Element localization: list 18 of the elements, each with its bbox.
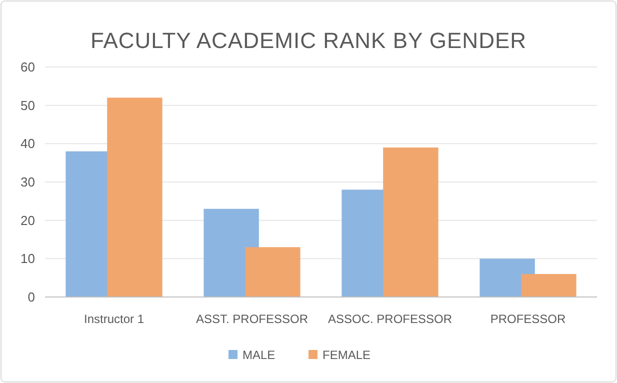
x-tick-label: ASSOC. PROFESSOR [328, 312, 452, 326]
chart-title: FACULTY ACADEMIC RANK BY GENDER [90, 28, 527, 53]
legend-label: FEMALE [322, 348, 371, 362]
y-tick-label: 60 [20, 60, 35, 75]
x-tick-label: Instructor 1 [84, 312, 144, 326]
y-tick-label: 0 [28, 290, 35, 305]
y-tick-label: 30 [20, 174, 35, 190]
bar [383, 148, 438, 297]
x-tick-label: PROFESSOR [490, 312, 566, 326]
y-tick-label: 50 [20, 98, 35, 113]
y-tick-label: 10 [20, 251, 35, 266]
bar [521, 274, 576, 297]
legend-label: MALE [242, 348, 276, 362]
y-tick-label: 20 [20, 212, 35, 228]
bar [107, 98, 162, 297]
bar [245, 247, 300, 297]
x-tick-label: ASST. PROFESSOR [196, 312, 308, 326]
y-tick-label: 40 [20, 136, 35, 152]
